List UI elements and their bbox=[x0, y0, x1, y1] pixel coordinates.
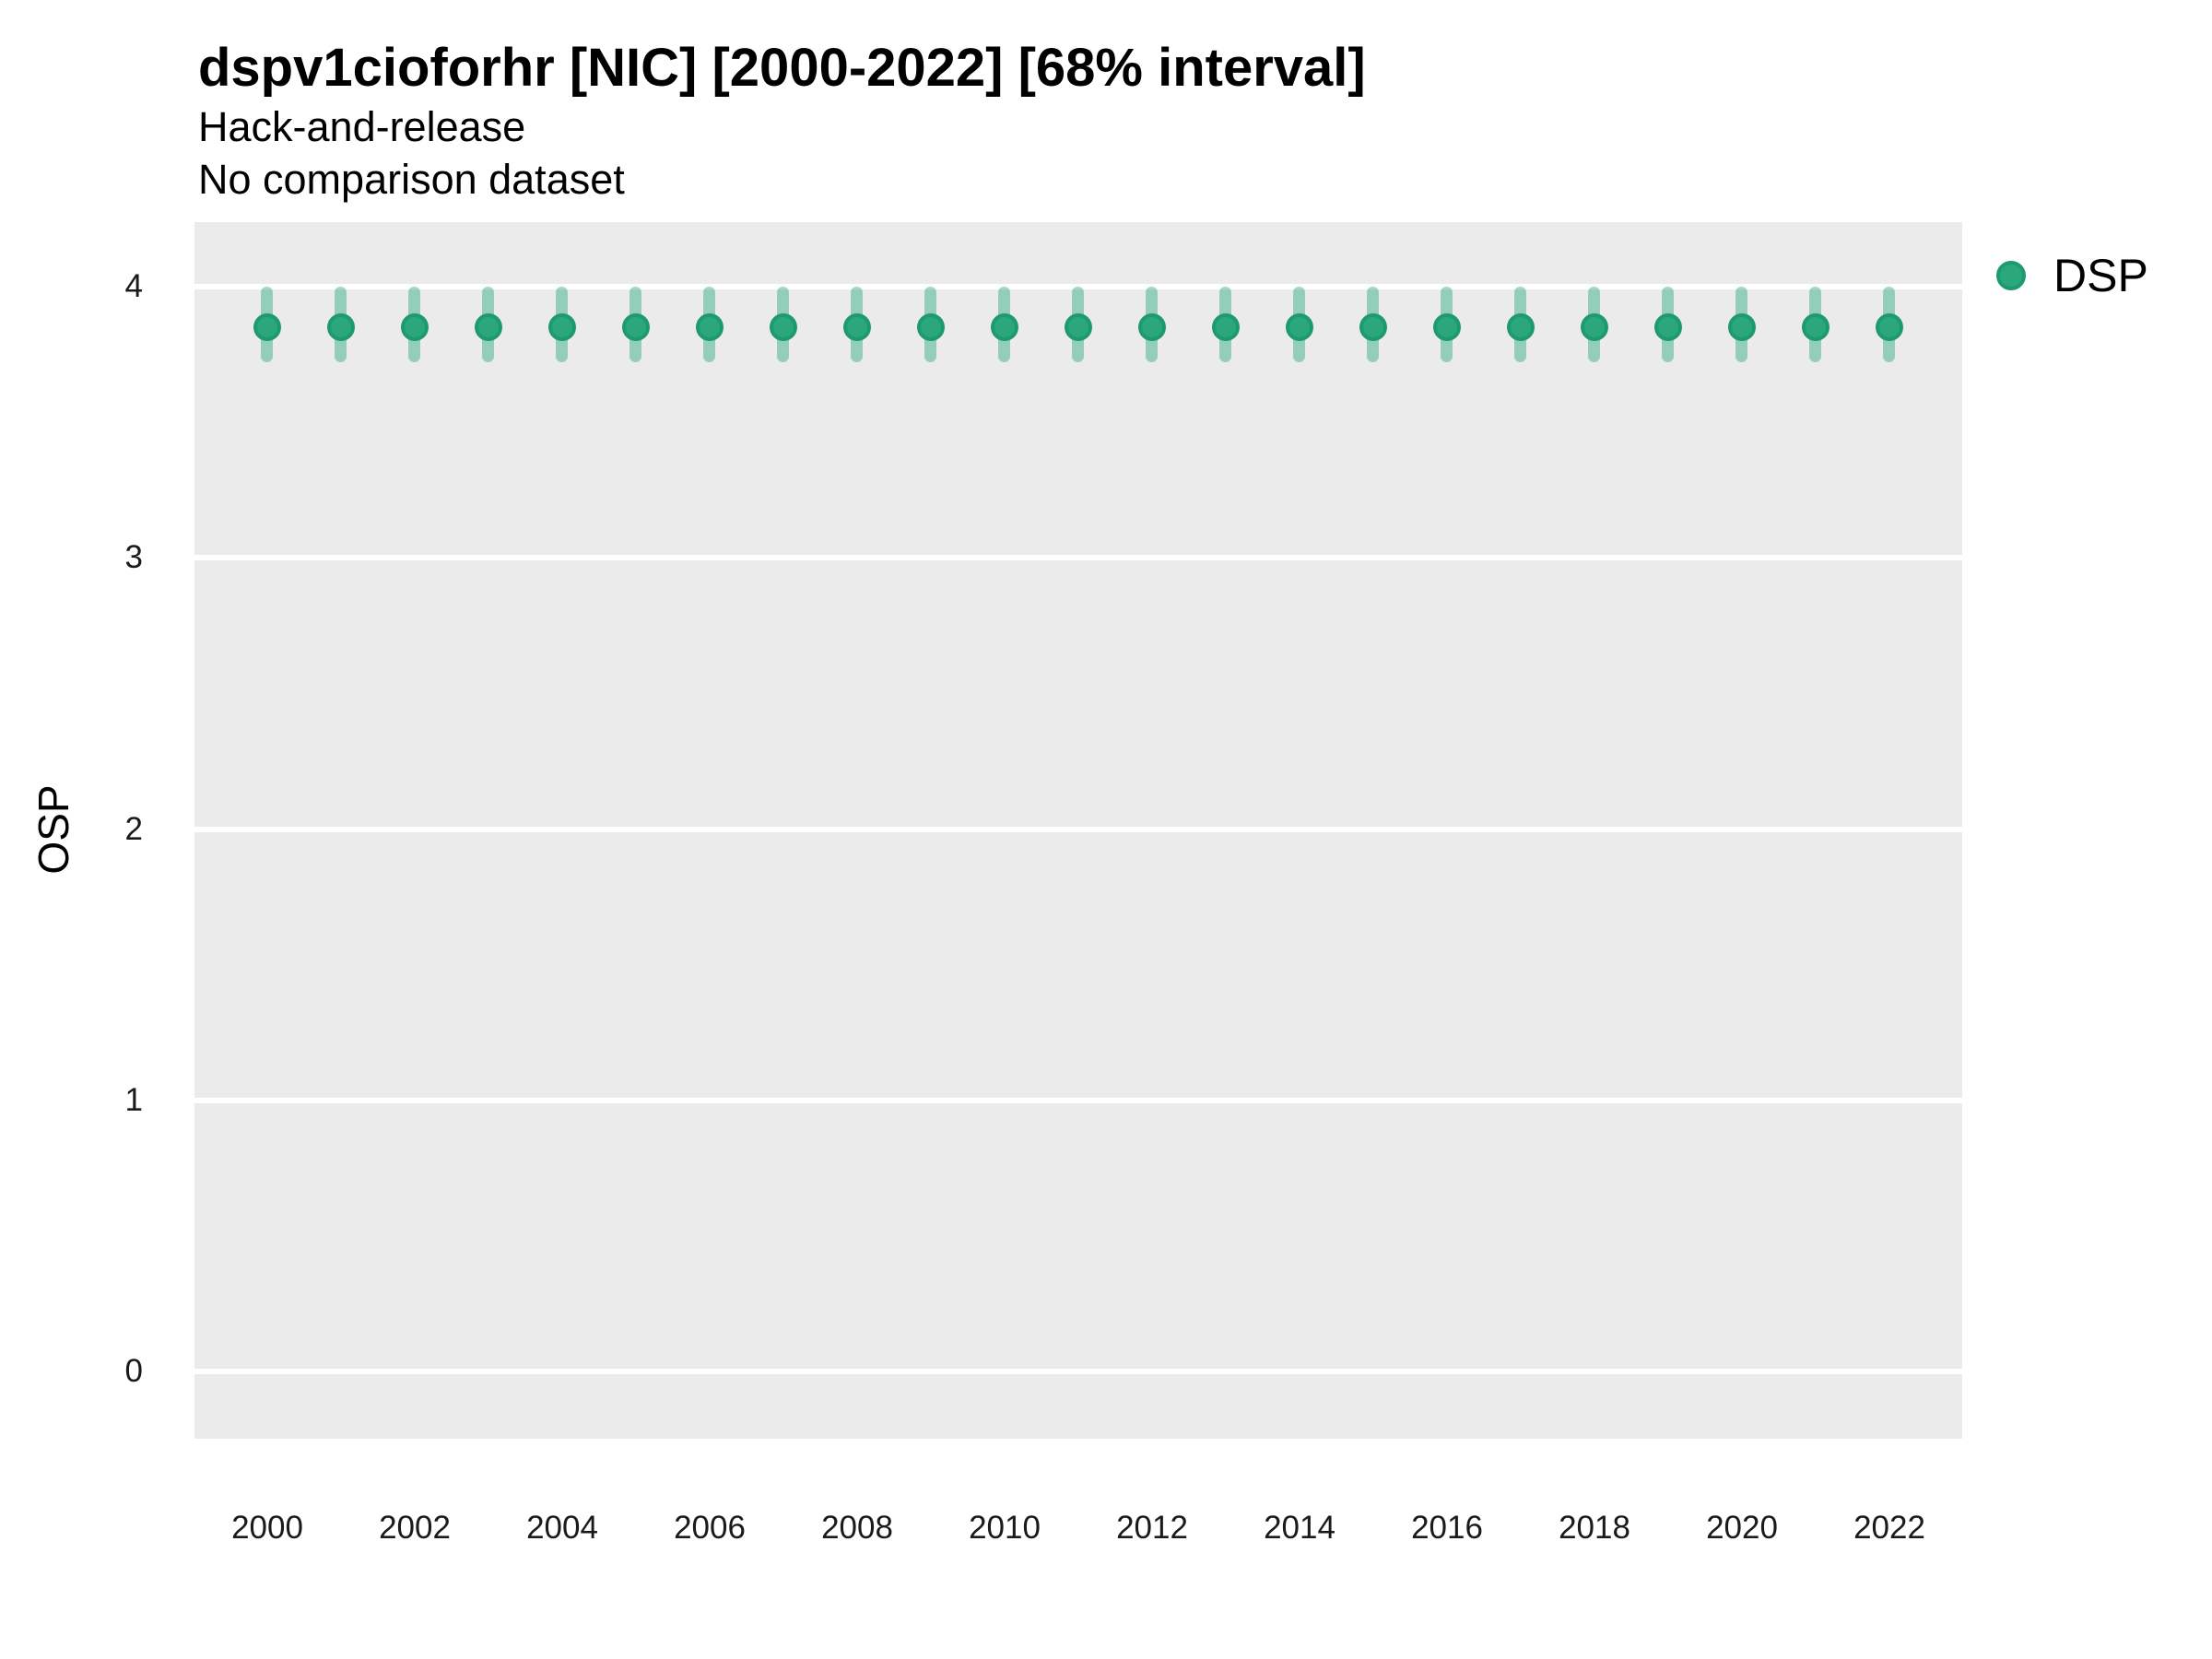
data-point-2018 bbox=[1581, 313, 1608, 342]
data-point-2007 bbox=[770, 313, 797, 342]
plot-panel bbox=[194, 222, 1962, 1439]
legend-dsp-point-icon bbox=[1996, 261, 2026, 290]
x-tick-label-2016: 2016 bbox=[1411, 1510, 1483, 1546]
x-tick-label-2022: 2022 bbox=[1853, 1510, 1925, 1546]
data-point-2012 bbox=[1138, 313, 1166, 342]
data-point-2004 bbox=[548, 313, 576, 342]
gridline-y-3 bbox=[194, 555, 1962, 561]
x-tick-label-2008: 2008 bbox=[821, 1510, 893, 1546]
data-point-2022 bbox=[1876, 313, 1903, 342]
data-point-2011 bbox=[1065, 313, 1092, 342]
gridline-y-4 bbox=[194, 284, 1962, 289]
data-point-2009 bbox=[917, 313, 945, 342]
x-tick-label-2006: 2006 bbox=[674, 1510, 746, 1546]
data-point-2008 bbox=[843, 313, 871, 342]
x-tick-label-2004: 2004 bbox=[526, 1510, 598, 1546]
data-point-2005 bbox=[622, 313, 650, 342]
data-point-2002 bbox=[401, 313, 429, 342]
x-tick-label-2012: 2012 bbox=[1116, 1510, 1188, 1546]
chart-subtitle-line2: No comparison dataset bbox=[198, 156, 625, 203]
chart-title: dspv1cioforhr [NIC] [2000-2022] [68% int… bbox=[198, 38, 1366, 98]
data-point-2015 bbox=[1359, 313, 1387, 342]
y-tick-label-0: 0 bbox=[124, 1353, 143, 1389]
data-point-2017 bbox=[1507, 313, 1535, 342]
data-point-2010 bbox=[991, 313, 1018, 342]
chart-subtitle-line1: Hack-and-release bbox=[198, 103, 526, 150]
gridline-y-0 bbox=[194, 1369, 1962, 1374]
data-point-2000 bbox=[253, 313, 281, 342]
legend: DSP bbox=[1991, 244, 2203, 307]
x-tick-label-2000: 2000 bbox=[231, 1510, 303, 1546]
data-point-2021 bbox=[1802, 313, 1830, 342]
data-point-2001 bbox=[327, 313, 355, 342]
gridline-y-2 bbox=[194, 826, 1962, 832]
x-tick-label-2014: 2014 bbox=[1264, 1510, 1335, 1546]
data-point-2020 bbox=[1728, 313, 1756, 342]
data-point-2003 bbox=[475, 313, 502, 342]
data-point-2014 bbox=[1286, 313, 1313, 342]
data-point-2016 bbox=[1433, 313, 1461, 342]
legend-dsp-label: DSP bbox=[2053, 250, 2148, 301]
x-tick-label-2002: 2002 bbox=[379, 1510, 451, 1546]
gridline-y-1 bbox=[194, 1097, 1962, 1103]
y-tick-label-2: 2 bbox=[124, 810, 143, 847]
x-tick-label-2018: 2018 bbox=[1559, 1510, 1630, 1546]
x-tick-label-2020: 2020 bbox=[1706, 1510, 1778, 1546]
y-tick-label-3: 3 bbox=[124, 539, 143, 576]
data-point-2019 bbox=[1654, 313, 1682, 342]
x-tick-label-2010: 2010 bbox=[969, 1510, 1041, 1546]
data-point-2006 bbox=[696, 313, 724, 342]
y-tick-label-4: 4 bbox=[124, 268, 143, 304]
data-point-2013 bbox=[1212, 313, 1240, 342]
y-tick-label-1: 1 bbox=[124, 1081, 143, 1118]
